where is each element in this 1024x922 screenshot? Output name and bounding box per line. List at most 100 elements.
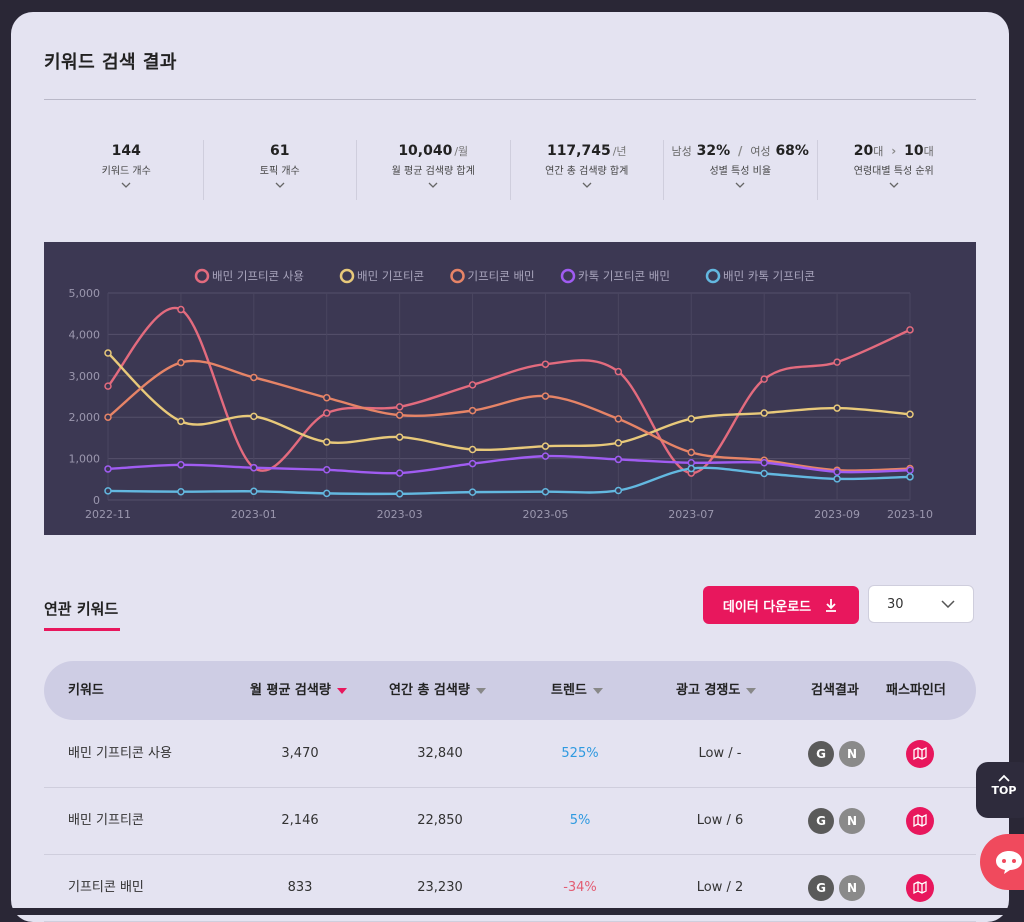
bottom-strip — [0, 908, 1024, 915]
y-tick-label: 5,000 — [69, 287, 101, 300]
monthly-cell: 2,146 — [281, 813, 319, 828]
data-point — [614, 367, 623, 376]
data-point — [177, 305, 185, 314]
stat-value: 10,040 — [398, 143, 453, 159]
legend-marker — [705, 268, 721, 284]
stat-unit: /월 — [454, 145, 469, 158]
stat-label: 토픽 개수 — [259, 166, 300, 177]
data-point — [541, 392, 550, 400]
chevron-down-icon[interactable] — [582, 181, 592, 189]
male-label: 남성 — [671, 145, 692, 158]
monthly-cell: 3,470 — [281, 746, 319, 761]
pathfinder-map-icon[interactable] — [906, 740, 934, 768]
stat-keyword-count[interactable]: 144 키워드 개수 — [50, 140, 204, 200]
page-size-select[interactable]: 30 — [868, 585, 974, 623]
keyword-cell[interactable]: 기프티콘 배민 — [68, 880, 144, 895]
data-point — [468, 406, 477, 415]
header-trend[interactable]: 트렌드 — [551, 661, 603, 720]
stat-unit: /년 — [612, 145, 627, 158]
keyword-cell[interactable]: 배민 기프티콘 — [68, 813, 144, 828]
title-divider — [44, 99, 976, 100]
chevron-down-icon[interactable] — [428, 181, 438, 189]
legend-entry: 카톡 기프티콘 배민 — [578, 269, 670, 283]
header-monthly[interactable]: 월 평균 검색량 — [250, 661, 347, 720]
data-point — [250, 373, 258, 382]
stat-label: 키워드 개수 — [101, 166, 151, 177]
stat-value: 117,745 — [546, 143, 611, 159]
table-row: 배민 기프티콘 사용 3,470 32,840 525% Low / - G N — [44, 720, 976, 788]
data-point — [322, 409, 331, 417]
google-icon[interactable]: G — [808, 741, 834, 767]
data-point — [833, 468, 841, 476]
stat-label: 성별 특성 비율 — [709, 166, 772, 177]
page-title: 키워드 검색 결과 — [44, 52, 177, 73]
stat-label: 연간 총 검색량 합계 — [545, 166, 629, 177]
data-point — [468, 445, 477, 454]
age-second-unit: 대 — [923, 145, 934, 158]
related-keywords-title: 연관 키워드 — [44, 600, 119, 618]
page-size-value: 30 — [887, 596, 904, 612]
pathfinder-map-icon[interactable] — [906, 874, 934, 902]
sort-icon — [475, 687, 486, 694]
data-point — [177, 461, 185, 469]
data-point — [833, 475, 841, 483]
age-second: 10 — [904, 143, 924, 159]
sort-desc-icon — [336, 687, 347, 694]
data-point — [322, 489, 331, 498]
data-point — [541, 360, 550, 368]
data-point — [833, 404, 841, 412]
sort-icon — [746, 687, 757, 694]
data-point — [687, 415, 696, 423]
naver-icon[interactable]: N — [839, 808, 865, 834]
data-point — [104, 465, 112, 473]
naver-icon[interactable]: N — [839, 875, 865, 901]
pathfinder-map-icon[interactable] — [906, 807, 934, 835]
x-tick-label: 2023-07 — [668, 508, 714, 521]
series-line — [107, 359, 911, 472]
data-download-button[interactable]: 데이터 다운로드 — [703, 586, 859, 624]
data-point — [760, 458, 768, 467]
stat-gender-ratio[interactable]: 남성 32% / 여성 68% 성별 특성 비율 — [664, 140, 818, 200]
section-underline — [44, 628, 120, 631]
chevron-down-icon[interactable] — [121, 181, 131, 189]
data-point — [833, 358, 841, 366]
stat-monthly-total[interactable]: 10,040/월 월 평균 검색량 합계 — [357, 140, 511, 200]
chevron-down-icon[interactable] — [735, 181, 745, 189]
trend-chart-svg: 0 1,000 2,000 3,000 4,000 5,000 2022-11 2023-01… — [69, 268, 933, 521]
legend-entry: 배민 기프티콘 사용 — [212, 269, 304, 283]
google-icon[interactable]: G — [808, 875, 834, 901]
data-point — [906, 473, 914, 481]
data-point — [395, 411, 404, 419]
data-point — [468, 459, 477, 468]
stat-topic-count[interactable]: 61 토픽 개수 — [204, 140, 357, 200]
keyword-cell[interactable]: 배민 기프티콘 사용 — [68, 746, 172, 761]
data-point — [250, 463, 258, 472]
chevron-down-icon — [941, 600, 955, 608]
header-yearly-label: 연간 총 검색량 — [389, 683, 470, 698]
age-first-unit: 대 — [873, 145, 884, 158]
stat-age-rank[interactable]: 20대 › 10대 연령대별 특성 순위 — [818, 140, 971, 200]
stat-yearly-total[interactable]: 117,745/년 연간 총 검색량 합계 — [511, 140, 664, 200]
x-tick-label: 2023-03 — [377, 508, 423, 521]
data-point — [687, 464, 696, 473]
data-point — [541, 487, 550, 496]
header-ad-label: 광고 경쟁도 — [676, 683, 741, 698]
y-tick-label: 4,000 — [69, 328, 101, 341]
chat-button[interactable] — [980, 834, 1024, 890]
chevron-down-icon[interactable] — [889, 181, 899, 189]
legend-marker — [560, 268, 576, 284]
female-value: 68% — [775, 143, 809, 159]
legend-marker — [450, 268, 465, 284]
series-line — [107, 454, 911, 475]
data-point — [104, 413, 112, 421]
header-ad[interactable]: 광고 경쟁도 — [676, 661, 757, 720]
trend-cell: 525% — [561, 746, 599, 761]
chevron-down-icon[interactable] — [275, 181, 285, 189]
google-icon[interactable]: G — [808, 808, 834, 834]
header-yearly[interactable]: 연간 총 검색량 — [389, 661, 486, 720]
y-tick-label: 1,000 — [69, 453, 101, 466]
female-label: 여성 — [750, 145, 771, 158]
naver-icon[interactable]: N — [839, 741, 865, 767]
download-label: 데이터 다운로드 — [722, 599, 812, 615]
scroll-top-button[interactable]: TOP — [976, 762, 1024, 818]
